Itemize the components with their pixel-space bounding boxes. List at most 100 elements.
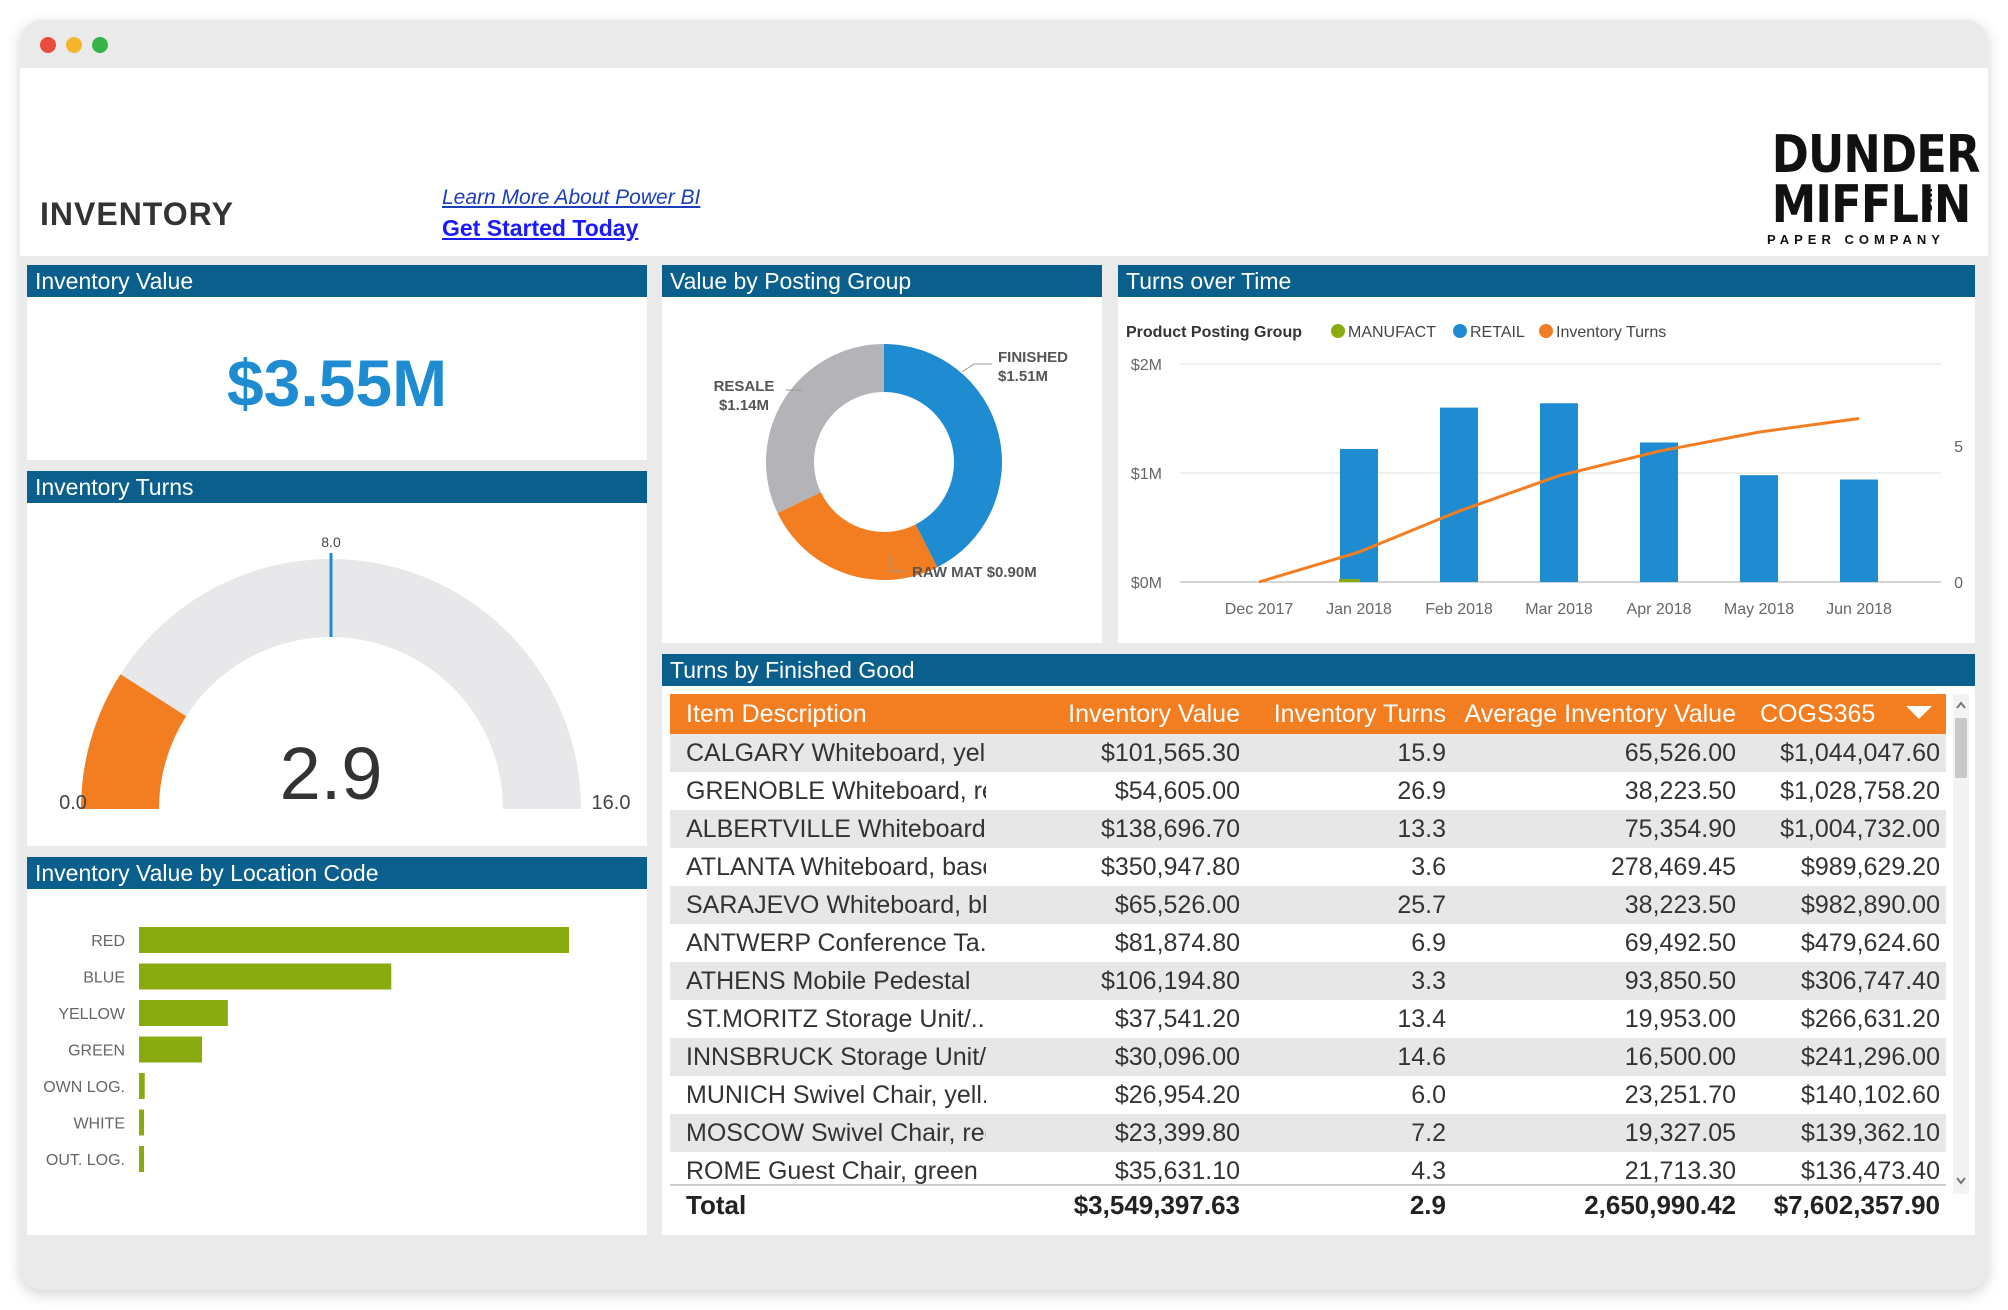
cell-inventory-value: $138,696.70 (1100, 815, 1240, 843)
table-row[interactable]: ROME Guest Chair, green $35,631.10 4.3 21,7… (670, 1152, 1946, 1184)
location-bar (139, 1146, 144, 1172)
x-tick-label: Apr 2018 (1627, 601, 1692, 618)
cell-average-inventory-value: 16,500.00 (1624, 1043, 1736, 1071)
column-header-average-inventory-value[interactable]: Average Inventory Value (1464, 700, 1736, 728)
close-window-button[interactable] (40, 37, 56, 53)
retail-bar (1440, 407, 1478, 582)
table-row[interactable]: ATHENS Mobile Pedestal $106,194.80 3.3 93,8… (670, 962, 1946, 1000)
cell-inventory-value: $65,526.00 (1114, 891, 1240, 919)
x-tick-label: Feb 2018 (1425, 601, 1493, 618)
donut-label-raw-mat: RAW MAT $0.90M (912, 564, 1037, 581)
inventory-turns-line (1258, 417, 1860, 584)
inventory-turns-card[interactable]: Inventory Turns 8.0 2.9 0.0 16.0 (27, 471, 647, 846)
table-scrollbar[interactable] (1953, 694, 1969, 1194)
cell-item-description: ALBERTVILLE Whiteboard, ... (686, 815, 986, 843)
cell-inventory-value: $81,874.80 (1114, 929, 1240, 957)
table-row[interactable]: ANTWERP Conference Ta... $81,874.80 6.9 69,… (670, 924, 1946, 962)
inventory-value-card[interactable]: Inventory Value $3.55M (27, 265, 647, 460)
column-header-cogs365[interactable]: COGS365 (1760, 700, 1876, 728)
column-header-item-description[interactable]: Item Description (686, 700, 867, 728)
cell-average-inventory-value: 93,850.50 (1624, 967, 1736, 995)
table-row[interactable]: ST.MORITZ Storage Unit/... $37,541.20 13.4… (670, 1000, 1946, 1038)
gauge-track (81, 559, 581, 809)
table-row[interactable]: MOSCOW Swivel Chair, red $23,399.80 7.2 19,… (670, 1114, 1946, 1152)
scrollbar-thumb[interactable] (1955, 718, 1967, 778)
cell-inventory-turns: 25.7 (1397, 891, 1446, 919)
page-title: INVENTORY (40, 196, 234, 232)
table-row[interactable]: CALGARY Whiteboard, yel... $101,565.30 15.… (670, 734, 1946, 772)
cell-cogs365: $139,362.10 (1800, 1119, 1940, 1147)
cell-average-inventory-value: 21,713.30 (1624, 1157, 1736, 1184)
column-header-inventory-value[interactable]: Inventory Value (1068, 700, 1240, 728)
cell-inventory-value: $26,954.20 (1114, 1081, 1240, 1109)
cell-inventory-value: $23,399.80 (1114, 1119, 1240, 1147)
location-value-card[interactable]: Inventory Value by Location Code RED BLUE… (27, 857, 647, 1235)
retail-bar (1840, 479, 1878, 582)
table-row[interactable]: INNSBRUCK Storage Unit/... $30,096.00 14.6… (670, 1038, 1946, 1076)
scroll-down-icon[interactable] (1953, 1172, 1969, 1188)
minimize-window-button[interactable] (66, 37, 82, 53)
location-bar (139, 963, 392, 990)
location-label: OUT. LOG. (46, 1152, 125, 1169)
posting-group-card[interactable]: Value by Posting Group FINISHED $1.51M RES… (662, 265, 1102, 643)
x-tick-label: May 2018 (1724, 601, 1794, 618)
cell-inventory-turns: 26.9 (1397, 777, 1446, 805)
cell-cogs365: $479,624.60 (1800, 929, 1940, 957)
finished-good-table[interactable]: Item Description Inventory Value Invento… (670, 694, 1946, 1234)
scroll-up-icon[interactable] (1953, 698, 1969, 714)
cell-average-inventory-value: 278,469.45 (1610, 853, 1736, 881)
table-row[interactable]: ALBERTVILLE Whiteboard, ... $138,696.70 13… (670, 810, 1946, 848)
posting-group-title: Value by Posting Group (662, 265, 1102, 297)
logo-line-2: MIFFLIN (1771, 175, 1972, 235)
get-started-link[interactable]: Get Started Today (442, 215, 639, 241)
cell-inventory-value: $37,541.20 (1114, 1005, 1240, 1033)
app-window: INVENTORY Learn More About Power BI Get … (20, 20, 1988, 1290)
table-body: CALGARY Whiteboard, yel... $101,565.30 15.… (670, 734, 1946, 1184)
x-tick-label: Jan 2018 (1326, 601, 1392, 618)
learn-more-link[interactable]: Learn More About Power BI (442, 186, 701, 209)
total-inventory-turns: 2.9 (1409, 1190, 1446, 1220)
legend-label: Inventory Turns (1556, 324, 1666, 341)
cell-inventory-value: $101,565.30 (1100, 739, 1240, 767)
manufact-bar (1339, 579, 1360, 582)
cell-inventory-value: $106,194.80 (1100, 967, 1240, 995)
gauge-max-label: 16.0 (592, 792, 631, 814)
column-header-inventory-turns[interactable]: Inventory Turns (1273, 700, 1446, 728)
legend-label: RETAIL (1470, 324, 1525, 341)
inventory-value-title: Inventory Value (27, 265, 647, 297)
cell-inventory-value: $54,605.00 (1114, 777, 1240, 805)
cell-item-description: ATHENS Mobile Pedestal (686, 967, 971, 995)
donut-label-finished: FINISHED (998, 349, 1068, 366)
cell-average-inventory-value: 23,251.70 (1624, 1081, 1736, 1109)
cell-inventory-turns: 6.9 (1411, 929, 1446, 957)
gauge-target-label: 8.0 (321, 534, 341, 550)
table-row[interactable]: SARAJEVO Whiteboard, bl... $65,526.00 25.7… (670, 886, 1946, 924)
finished-good-card[interactable]: Turns by Finished Good Item Description … (662, 654, 1975, 1235)
table-row[interactable]: GRENOBLE Whiteboard, red $54,605.00 26.9 38… (670, 772, 1946, 810)
cell-cogs365: $136,473.40 (1800, 1157, 1940, 1184)
cell-item-description: SARAJEVO Whiteboard, bl... (686, 891, 986, 919)
maximize-window-button[interactable] (92, 37, 108, 53)
cell-average-inventory-value: 38,223.50 (1624, 777, 1736, 805)
cell-inventory-turns: 13.3 (1397, 815, 1446, 843)
turns-over-time-card[interactable]: Turns over Time Product Posting Group MAN… (1118, 265, 1975, 643)
cell-cogs365: $241,296.00 (1800, 1043, 1940, 1071)
retail-bar (1340, 449, 1378, 582)
cell-inventory-turns: 3.3 (1411, 967, 1446, 995)
donut-value-resale: $1.14M (719, 397, 769, 414)
location-bar (139, 1073, 145, 1099)
cell-average-inventory-value: 19,953.00 (1624, 1005, 1736, 1033)
title-bar (20, 20, 1988, 68)
table-row[interactable]: ATLANTA Whiteboard, base $350,947.80 3.6 27… (670, 848, 1946, 886)
cell-item-description: GRENOBLE Whiteboard, red (686, 777, 986, 805)
cell-item-description: MOSCOW Swivel Chair, red (686, 1119, 986, 1147)
location-bar (139, 1109, 144, 1136)
cell-inventory-value: $350,947.80 (1100, 853, 1240, 881)
x-tick-label: Mar 2018 (1525, 601, 1593, 618)
table-total-row: Total $3,549,397.63 2.9 2,650,990.42 $7,… (670, 1184, 1946, 1226)
legend-dot-manufact (1331, 324, 1345, 338)
cell-inventory-turns: 14.6 (1397, 1043, 1446, 1071)
location-label: GREEN (68, 1043, 125, 1060)
table-row[interactable]: MUNICH Swivel Chair, yell... $26,954.20 6.… (670, 1076, 1946, 1114)
sort-descending-icon[interactable] (1906, 706, 1932, 720)
